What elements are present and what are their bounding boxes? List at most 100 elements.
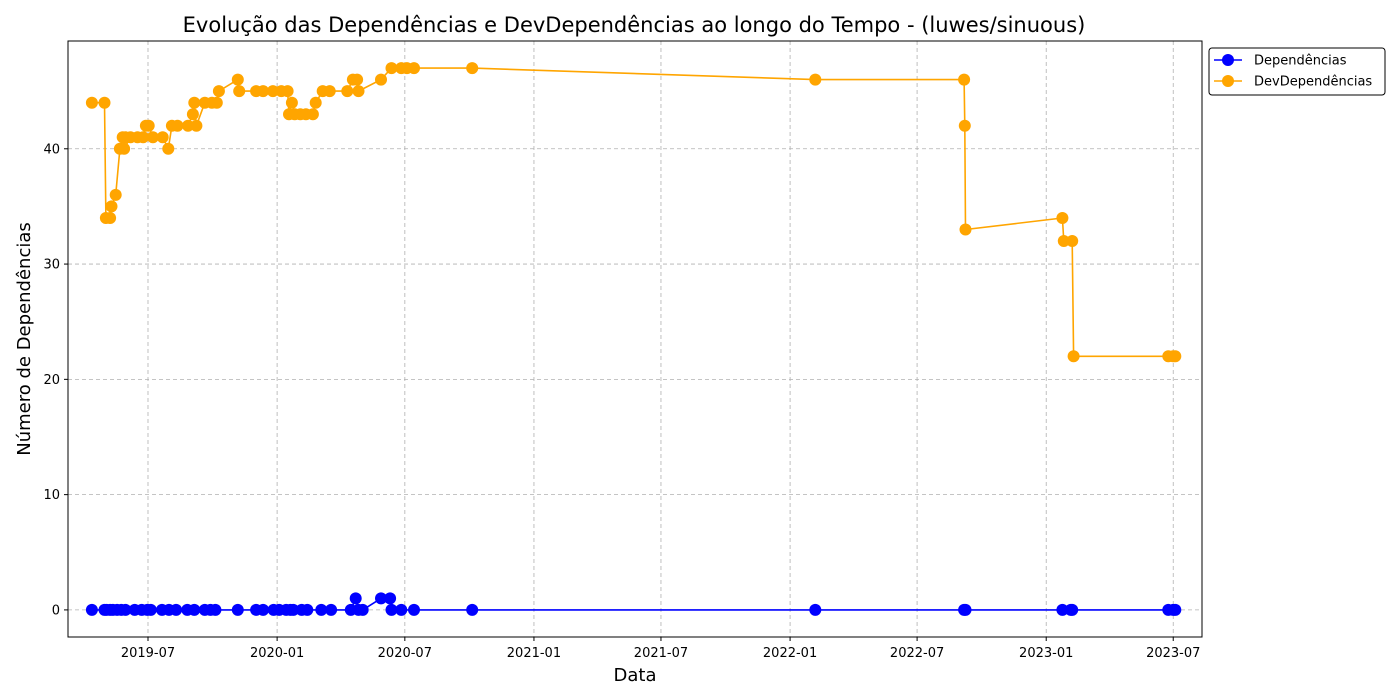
legend-marker	[1222, 54, 1234, 66]
data-point	[1066, 603, 1079, 616]
y-tick-label: 30	[43, 258, 60, 273]
data-point	[266, 85, 279, 98]
data-point	[959, 223, 972, 236]
data-point	[958, 119, 971, 132]
data-point	[109, 188, 122, 201]
data-point	[375, 592, 387, 605]
data-point	[1057, 235, 1070, 247]
data-point	[285, 96, 298, 109]
data-point	[1169, 350, 1182, 363]
grid	[68, 41, 1202, 637]
data-point	[301, 603, 314, 616]
data-point	[118, 142, 131, 155]
data-point	[959, 603, 972, 616]
x-tick-label: 2020-01	[250, 646, 304, 661]
y-tick-label: 40	[43, 142, 60, 157]
data-point	[375, 73, 387, 86]
data-point	[231, 603, 244, 616]
data-point	[323, 85, 336, 98]
x-tick-label: 2020-07	[378, 646, 432, 661]
data-point	[287, 603, 300, 616]
series-devdependencias	[85, 62, 1182, 363]
data-point	[170, 603, 183, 616]
data-point	[408, 603, 420, 616]
chart-title: Evolução das Dependências e DevDependênc…	[183, 13, 1086, 37]
data-point	[210, 96, 223, 109]
x-axis-label: Data	[614, 665, 657, 686]
x-tick-label: 2021-07	[634, 646, 688, 661]
data-point	[209, 603, 222, 616]
data-point	[466, 62, 479, 75]
x-ticks: 2019-07 2020-01 2020-07 2021-01 2021-07 2022-…	[121, 637, 1200, 661]
data-point	[351, 73, 364, 86]
data-point	[356, 603, 369, 616]
series-dependencias	[85, 592, 1182, 616]
data-point	[1169, 603, 1182, 616]
data-point	[144, 603, 157, 616]
data-point	[188, 96, 201, 109]
data-point	[98, 96, 111, 109]
data-point	[385, 603, 398, 616]
x-tick-label: 2022-01	[763, 646, 817, 661]
series-layer	[85, 62, 1182, 616]
data-point	[182, 119, 194, 132]
data-point	[809, 73, 822, 86]
x-tick-label: 2019-07	[121, 646, 175, 661]
x-tick-label: 2023-01	[1019, 646, 1073, 661]
data-point	[105, 200, 118, 213]
data-point	[395, 603, 408, 616]
data-point	[171, 119, 184, 132]
legend-box	[1208, 47, 1386, 96]
data-point	[1056, 212, 1069, 224]
data-point	[384, 592, 397, 605]
data-point	[385, 62, 398, 75]
data-point	[281, 85, 294, 98]
data-point	[212, 85, 225, 98]
x-tick-label: 2023-07	[1146, 646, 1200, 661]
x-tick-label: 2022-07	[890, 646, 944, 661]
data-point	[104, 212, 117, 224]
data-point	[162, 142, 175, 155]
legend: Dependências DevDependências	[1208, 47, 1386, 96]
data-point	[231, 73, 244, 86]
data-point	[1067, 350, 1080, 363]
data-point	[466, 603, 479, 616]
y-ticks: 0 10 20 30 40	[43, 142, 68, 618]
data-point	[137, 131, 150, 144]
data-point	[257, 603, 270, 616]
y-tick-label: 10	[43, 488, 60, 503]
data-point	[142, 119, 155, 132]
legend-label: DevDependências	[1254, 75, 1372, 90]
data-point	[186, 108, 199, 121]
data-point	[809, 603, 822, 616]
plot-frame	[67, 40, 1203, 638]
data-point	[325, 603, 338, 616]
data-point	[233, 85, 246, 98]
legend-label: Dependências	[1254, 54, 1347, 69]
data-point	[257, 85, 270, 98]
data-point	[119, 603, 132, 616]
data-point	[958, 73, 971, 86]
y-tick-label: 20	[43, 373, 60, 388]
data-point	[190, 119, 203, 132]
series-line	[91, 67, 1176, 358]
x-tick-label: 2021-01	[507, 646, 561, 661]
y-tick-label: 0	[52, 603, 60, 618]
data-point	[352, 85, 365, 98]
data-point	[306, 108, 319, 121]
data-point	[408, 62, 420, 75]
data-point	[349, 592, 362, 605]
legend-marker	[1222, 75, 1234, 87]
data-point	[85, 96, 98, 109]
data-point	[1066, 235, 1079, 247]
data-point	[309, 96, 322, 109]
data-point	[341, 85, 354, 98]
data-point	[315, 603, 328, 616]
data-point	[188, 603, 201, 616]
data-point	[146, 131, 159, 144]
data-point	[85, 603, 98, 616]
data-point	[156, 131, 169, 144]
data-point	[1056, 603, 1069, 616]
y-axis-label: Número de Dependências	[14, 222, 35, 456]
